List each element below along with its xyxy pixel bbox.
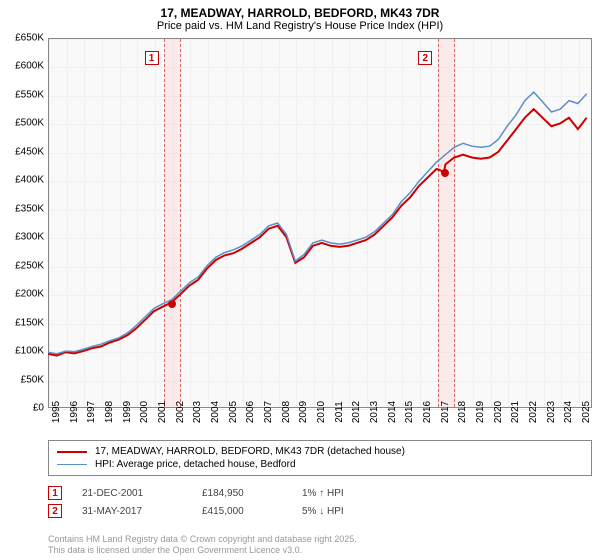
- xtick-label: 2009: [298, 401, 309, 423]
- legend-swatch-blue: [57, 464, 87, 465]
- xtick-label: 1998: [104, 401, 115, 423]
- xtick-label: 2022: [528, 401, 539, 423]
- transaction-row: 1 21-DEC-2001 £184,950 1% ↑ HPI: [48, 484, 382, 502]
- footer-line1: Contains HM Land Registry data © Crown c…: [48, 534, 357, 545]
- legend-box: 17, MEADWAY, HARROLD, BEDFORD, MK43 7DR …: [48, 440, 592, 476]
- transaction-change: 5% ↓ HPI: [302, 506, 382, 517]
- ytick-label: £200K: [15, 289, 44, 300]
- xtick-label: 2013: [369, 401, 380, 423]
- footer-attribution: Contains HM Land Registry data © Crown c…: [48, 534, 357, 556]
- transaction-price: £415,000: [202, 506, 282, 517]
- xtick-label: 2018: [457, 401, 468, 423]
- xtick-label: 2000: [139, 401, 150, 423]
- xtick-label: 2023: [546, 401, 557, 423]
- transaction-marker: 1: [48, 486, 62, 500]
- ytick-label: £300K: [15, 232, 44, 243]
- xtick-label: 1995: [51, 401, 62, 423]
- xtick-label: 2019: [475, 401, 486, 423]
- legend-swatch-red: [57, 451, 87, 453]
- xtick-label: 2003: [192, 401, 203, 423]
- ytick-label: £250K: [15, 260, 44, 271]
- ytick-label: £650K: [15, 33, 44, 44]
- ytick-label: £550K: [15, 89, 44, 100]
- ytick-label: £600K: [15, 61, 44, 72]
- ytick-label: £150K: [15, 317, 44, 328]
- ytick-label: £0: [33, 403, 44, 414]
- xtick-label: 2020: [493, 401, 504, 423]
- transaction-price: £184,950: [202, 488, 282, 499]
- transaction-change: 1% ↑ HPI: [302, 488, 382, 499]
- xtick-label: 2006: [245, 401, 256, 423]
- ytick-label: £50K: [21, 374, 44, 385]
- transactions-table: 1 21-DEC-2001 £184,950 1% ↑ HPI 2 31-MAY-2017…: [48, 484, 382, 520]
- xtick-label: 2015: [404, 401, 415, 423]
- footer-line2: This data is licensed under the Open Gov…: [48, 545, 357, 556]
- xtick-label: 2004: [210, 401, 221, 423]
- xtick-label: 2011: [334, 401, 345, 423]
- ytick-label: £400K: [15, 175, 44, 186]
- ytick-label: £100K: [15, 346, 44, 357]
- legend-row-blue: HPI: Average price, detached house, Bedf…: [57, 458, 583, 471]
- xtick-label: 2021: [510, 401, 521, 423]
- chart-title-line1: 17, MEADWAY, HARROLD, BEDFORD, MK43 7DR: [0, 0, 600, 20]
- ytick-label: £350K: [15, 203, 44, 214]
- xtick-label: 2017: [440, 401, 451, 423]
- xtick-label: 1996: [69, 401, 80, 423]
- xtick-label: 2014: [387, 401, 398, 423]
- xtick-label: 2001: [157, 401, 168, 423]
- legend-row-red: 17, MEADWAY, HARROLD, BEDFORD, MK43 7DR …: [57, 445, 583, 458]
- chart-title-line2: Price paid vs. HM Land Registry's House …: [0, 20, 600, 36]
- xtick-label: 2016: [422, 401, 433, 423]
- xtick-label: 1997: [86, 401, 97, 423]
- transaction-date: 21-DEC-2001: [82, 488, 182, 499]
- ytick-label: £500K: [15, 118, 44, 129]
- chart-lines: [48, 38, 592, 408]
- xtick-label: 2005: [228, 401, 239, 423]
- ytick-label: £450K: [15, 146, 44, 157]
- xtick-label: 2025: [581, 401, 592, 423]
- transaction-marker: 2: [48, 504, 62, 518]
- xtick-label: 2012: [351, 401, 362, 423]
- legend-label-red: 17, MEADWAY, HARROLD, BEDFORD, MK43 7DR …: [95, 446, 405, 457]
- xtick-label: 2010: [316, 401, 327, 423]
- xtick-label: 2002: [175, 401, 186, 423]
- series-line-red: [48, 109, 587, 355]
- transaction-date: 31-MAY-2017: [82, 506, 182, 517]
- xtick-label: 2008: [281, 401, 292, 423]
- transaction-row: 2 31-MAY-2017 £415,000 5% ↓ HPI: [48, 502, 382, 520]
- chart-area: 12 £0£50K£100K£150K£200K£250K£300K£350K£…: [48, 38, 592, 408]
- legend-label-blue: HPI: Average price, detached house, Bedf…: [95, 459, 296, 470]
- xtick-label: 1999: [122, 401, 133, 423]
- xtick-label: 2024: [563, 401, 574, 423]
- xtick-label: 2007: [263, 401, 274, 423]
- series-line-blue: [48, 92, 587, 354]
